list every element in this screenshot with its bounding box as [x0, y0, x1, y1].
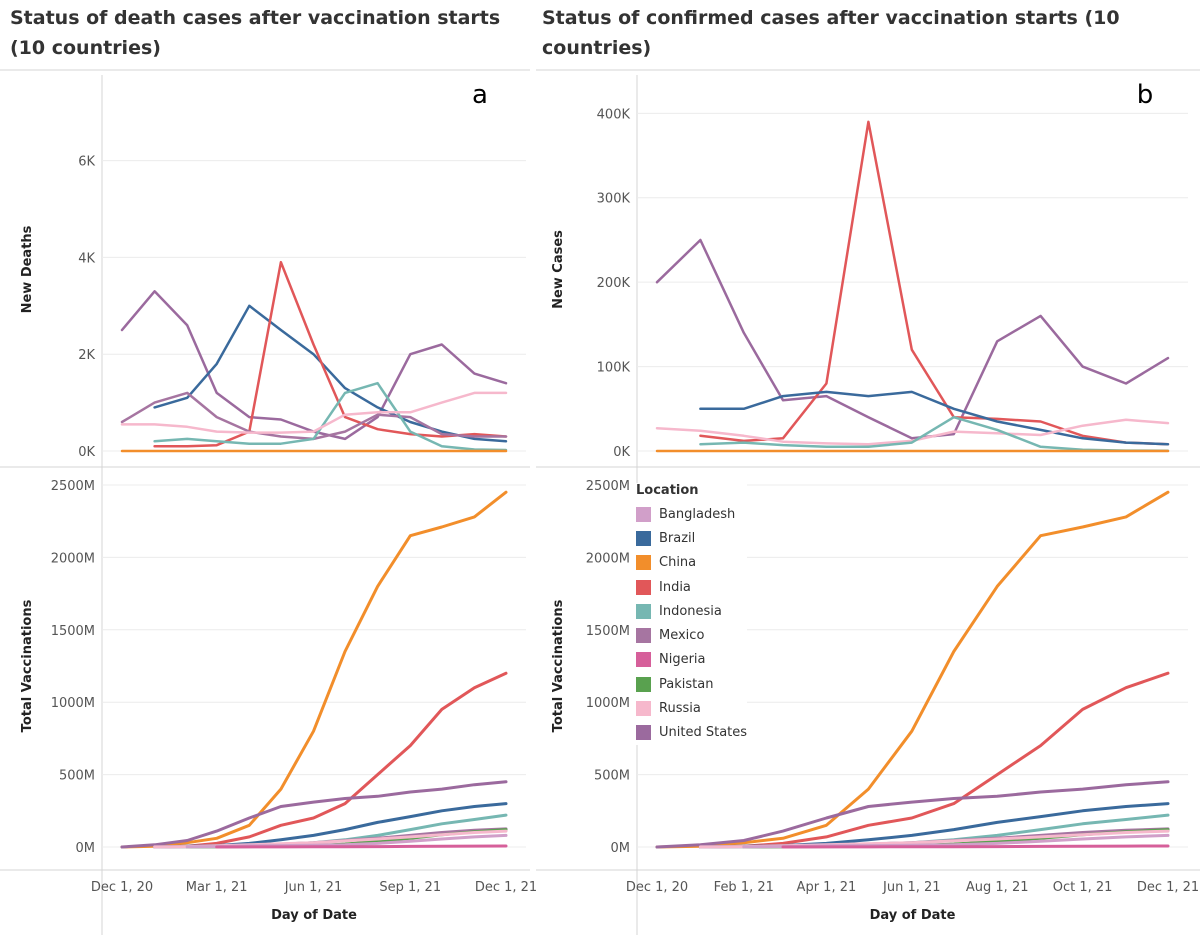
y-tick-label: 6K	[78, 155, 95, 170]
y-tick-label: 300K	[597, 192, 631, 207]
series-line-united-states	[655, 780, 1170, 849]
x-tick-label: Dec 1, 20	[91, 880, 153, 895]
y-axis-label: New Cases	[551, 230, 566, 309]
legend-label: Mexico	[659, 628, 705, 644]
series-line-nigeria	[781, 844, 1170, 849]
series-line-china	[120, 490, 508, 849]
series-line-russia	[120, 391, 508, 434]
y-tick-label: 2000M	[51, 551, 95, 566]
y-tick-label: 1500M	[586, 624, 630, 639]
legend-swatch	[636, 676, 651, 692]
legend-label: Russia	[659, 701, 701, 717]
legend-item: China	[636, 551, 747, 575]
legend: Location Bangladesh Brazil China India Indon…	[636, 483, 748, 745]
legend-swatch	[636, 725, 651, 741]
x-tick-label: Sep 1, 21	[379, 880, 441, 895]
y-tick-label: 0M	[611, 841, 631, 856]
legend-items: Bangladesh Brazil China India Indonesia Mexic…	[636, 502, 747, 745]
x-tick-label: Jun 1, 21	[284, 880, 343, 895]
y-tick-label: 0M	[76, 841, 96, 856]
series-line-brazil	[153, 304, 508, 443]
y-tick-label: 500M	[59, 769, 95, 784]
x-tick-label: Dec 1, 21	[1137, 880, 1199, 895]
legend-swatch	[636, 579, 651, 595]
plot-top-left: 0K 2K 4K 6K New Deaths a	[20, 80, 526, 460]
x-tick-label: Apr 1, 21	[797, 880, 857, 895]
series-line-united-states	[120, 780, 508, 849]
series-line-united-states	[120, 290, 508, 441]
x-axis-label: Day of Date	[870, 908, 956, 923]
series-line-indonesia	[699, 415, 1170, 452]
y-tick-label: 1000M	[51, 696, 95, 711]
legend-item: Nigeria	[636, 648, 747, 672]
x-tick-label: Oct 1, 21	[1053, 880, 1113, 895]
legend-item: Mexico	[636, 623, 747, 647]
legend-label: Pakistan	[659, 676, 714, 692]
x-tick-label: Dec 1, 21	[475, 880, 537, 895]
chart-title-left: Status of death cases after vaccination …	[10, 7, 501, 59]
series-line-nigeria	[215, 844, 508, 849]
y-tick-label: 1000M	[586, 696, 630, 711]
legend-label: India	[659, 579, 691, 595]
x-tick-label: Feb 1, 21	[714, 880, 774, 895]
legend-item: Bangladesh	[636, 502, 747, 526]
legend-swatch	[636, 603, 651, 619]
legend-item: Russia	[636, 696, 747, 720]
legend-item: Brazil	[636, 526, 747, 550]
legend-label: Bangladesh	[659, 506, 736, 522]
series-line-russia	[655, 418, 1170, 446]
x-tick-label: Jun 1, 21	[882, 880, 941, 895]
y-tick-label: 1500M	[51, 624, 95, 639]
panel-letter: b	[1137, 80, 1154, 110]
plot-top-right: 0K 100K 200K 300K 400K New Cases b	[551, 80, 1188, 460]
y-tick-label: 2500M	[51, 479, 95, 494]
legend-swatch	[636, 555, 651, 571]
y-axis-label: New Deaths	[20, 225, 35, 313]
series-line-india	[153, 671, 508, 849]
y-tick-label: 500M	[594, 769, 630, 784]
series-line-china	[655, 490, 1170, 849]
y-tick-label: 200K	[597, 276, 631, 291]
plot-bottom-left: 0M 500M 1000M 1500M 2000M 2500M Total Vaccinat…	[20, 479, 537, 923]
y-tick-label: 2K	[78, 348, 95, 363]
y-tick-label: 2500M	[586, 479, 630, 494]
panel-letter: a	[472, 80, 488, 110]
y-tick-label: 100K	[597, 361, 631, 376]
y-axis-label: Total Vaccinations	[551, 599, 566, 732]
y-tick-label: 4K	[78, 251, 95, 266]
legend-swatch	[636, 652, 651, 668]
legend-item: Pakistan	[636, 672, 747, 696]
series-line-indonesia	[153, 381, 508, 452]
x-tick-label: Aug 1, 21	[966, 880, 1029, 895]
y-axis-label: Total Vaccinations	[20, 599, 35, 732]
y-tick-label: 2000M	[586, 551, 630, 566]
legend-item: Indonesia	[636, 599, 747, 623]
legend-swatch	[636, 628, 651, 644]
legend-label: Indonesia	[659, 603, 722, 619]
legend-swatch	[636, 701, 651, 717]
x-tick-label: Mar 1, 21	[186, 880, 248, 895]
series-line-brazil	[699, 390, 1170, 446]
series-line-india	[699, 120, 1170, 446]
legend-item: United States	[636, 721, 747, 745]
legend-item: India	[636, 575, 747, 599]
legend-label: Nigeria	[659, 652, 706, 668]
x-axis-label: Day of Date	[271, 908, 357, 923]
series-line-india	[153, 260, 508, 448]
legend-swatch	[636, 530, 651, 546]
x-tick-label: Dec 1, 20	[626, 880, 688, 895]
chart-title-right: Status of confirmed cases after vaccinat…	[542, 7, 1120, 59]
y-tick-label: 0K	[613, 445, 630, 460]
series-line-india	[698, 671, 1170, 849]
y-tick-label: 0K	[78, 445, 95, 460]
legend-swatch	[636, 506, 651, 522]
legend-label: China	[659, 555, 697, 571]
legend-label: United States	[659, 725, 748, 741]
series-line-united-states	[655, 238, 1170, 440]
legend-label: Brazil	[659, 530, 696, 546]
legend-title: Location	[636, 483, 699, 498]
y-tick-label: 400K	[597, 107, 631, 122]
